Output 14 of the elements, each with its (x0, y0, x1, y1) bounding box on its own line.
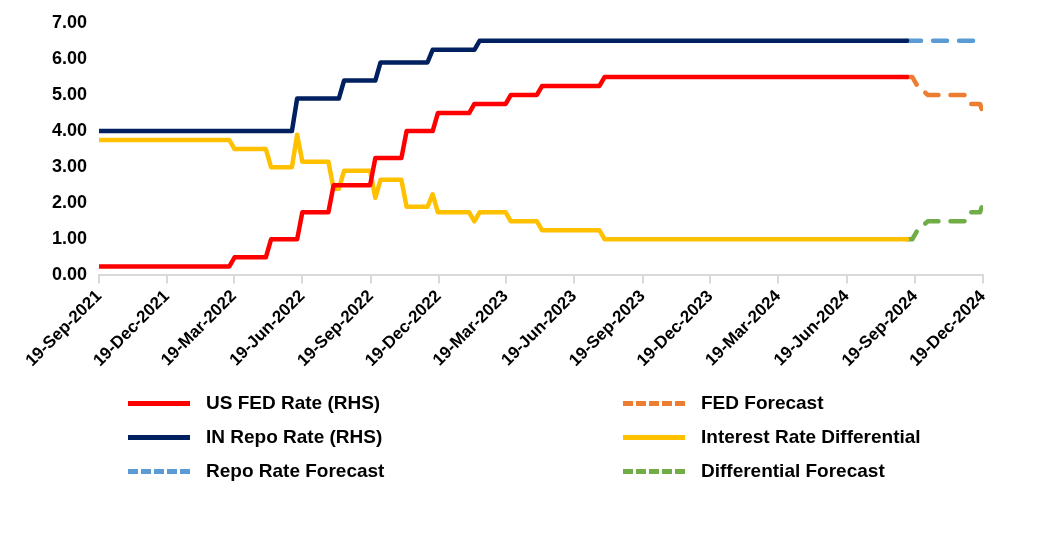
legend-label: IN Repo Rate (RHS) (206, 426, 383, 448)
y-tick-label: 4.00 (51, 120, 88, 141)
y-tick-label: 3.00 (51, 156, 88, 177)
legend-label: Repo Rate Forecast (206, 460, 385, 482)
y-tick-label: 1.00 (51, 228, 88, 249)
y-tick-label: 0.00 (51, 264, 88, 285)
legend-label: Interest Rate Differential (701, 426, 921, 448)
y-tick-label: 2.00 (51, 192, 88, 213)
legend-label: FED Forecast (701, 392, 824, 414)
y-tick-label: 5.00 (51, 83, 88, 104)
y-tick-label: 6.00 (51, 47, 88, 68)
legend-label: Differential Forecast (701, 460, 885, 482)
legend-label: US FED Rate (RHS) (206, 392, 381, 414)
y-tick-label: 7.00 (51, 11, 88, 32)
